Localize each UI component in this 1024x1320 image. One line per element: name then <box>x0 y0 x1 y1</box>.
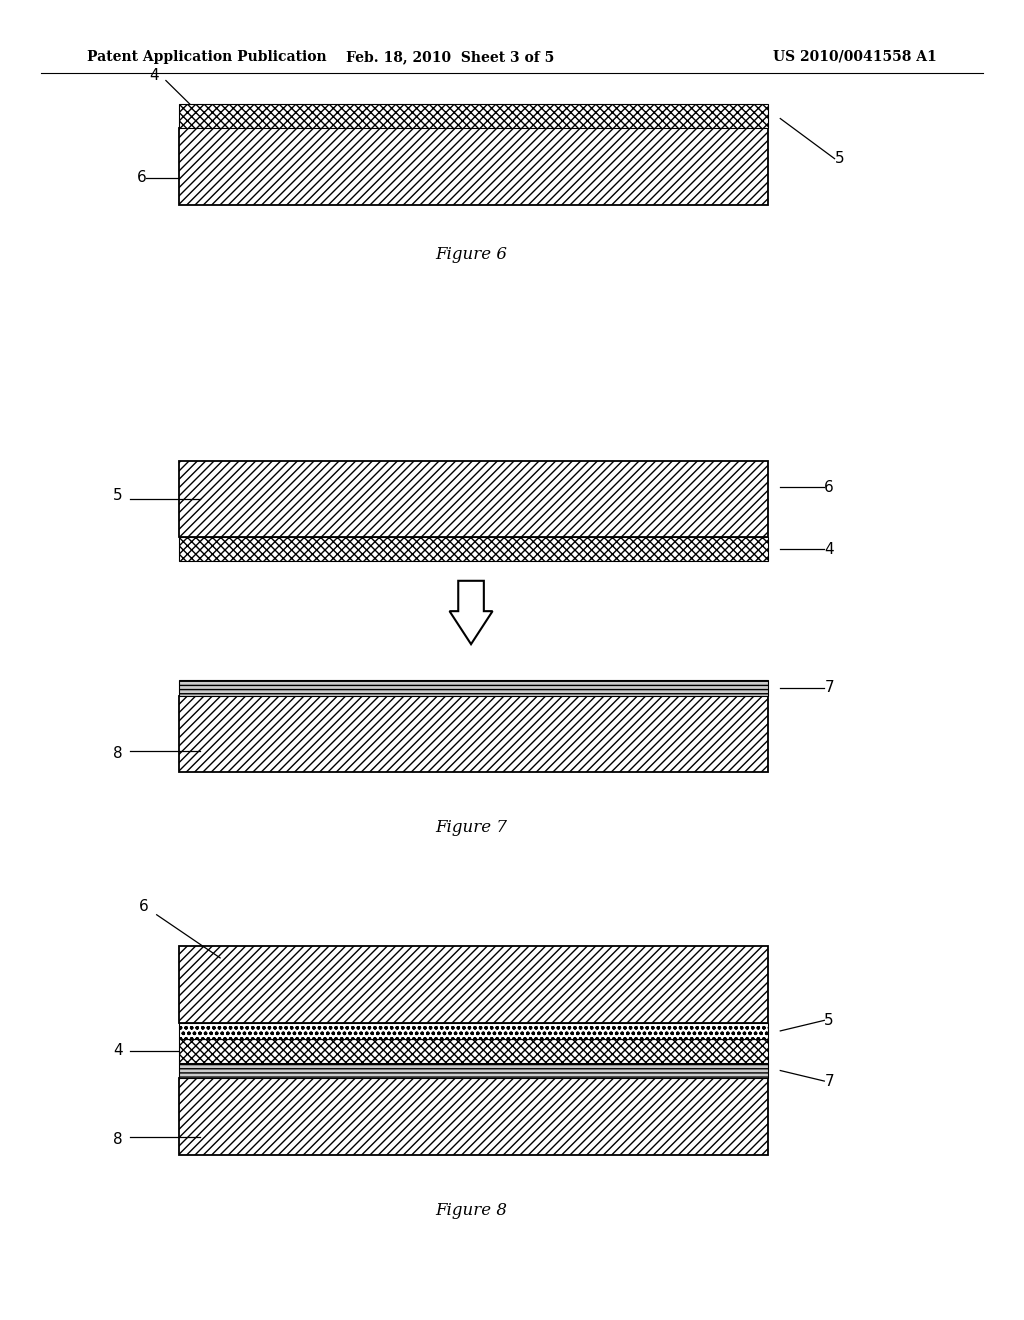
Text: 7: 7 <box>824 1073 834 1089</box>
Text: Feb. 18, 2010  Sheet 3 of 5: Feb. 18, 2010 Sheet 3 of 5 <box>346 50 555 63</box>
Text: Patent Application Publication: Patent Application Publication <box>87 50 327 63</box>
Text: Figure 6: Figure 6 <box>435 247 507 263</box>
Text: Figure 8: Figure 8 <box>435 1203 507 1218</box>
Bar <box>179 680 768 696</box>
Text: 4: 4 <box>114 1043 123 1059</box>
Text: Figure 7: Figure 7 <box>435 820 507 836</box>
Text: 5: 5 <box>114 487 123 503</box>
Text: 8: 8 <box>114 746 123 760</box>
Polygon shape <box>450 581 493 644</box>
Text: 4: 4 <box>824 541 834 557</box>
Text: 8: 8 <box>114 1133 123 1147</box>
Bar <box>179 1023 768 1039</box>
Bar <box>179 696 768 772</box>
Text: 6: 6 <box>824 480 835 495</box>
Text: 6: 6 <box>136 170 146 185</box>
Bar <box>179 128 768 205</box>
Bar <box>179 1078 768 1155</box>
Bar <box>179 104 768 128</box>
Bar <box>179 1039 768 1063</box>
Text: 4: 4 <box>150 67 159 83</box>
Text: 5: 5 <box>824 1012 834 1028</box>
Bar <box>179 461 768 537</box>
Bar <box>179 946 768 1023</box>
Bar <box>179 537 768 561</box>
Text: US 2010/0041558 A1: US 2010/0041558 A1 <box>773 50 937 63</box>
Bar <box>179 1063 768 1078</box>
Text: 5: 5 <box>835 152 844 166</box>
Text: 6: 6 <box>138 899 148 915</box>
Text: 7: 7 <box>824 680 834 696</box>
